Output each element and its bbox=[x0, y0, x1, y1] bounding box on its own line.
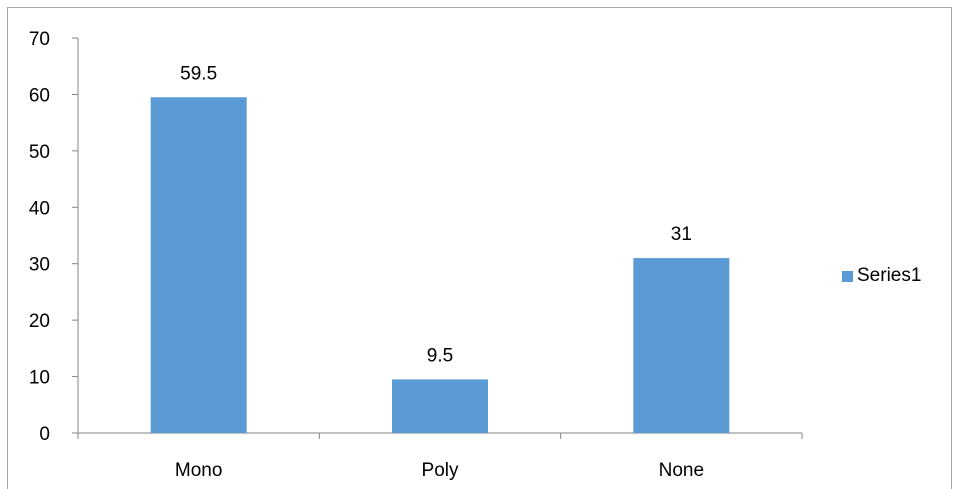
y-tick-label: 50 bbox=[29, 142, 50, 163]
x-tick-label: Mono bbox=[175, 460, 223, 481]
y-tick-label: 60 bbox=[29, 85, 50, 106]
y-tick-label: 70 bbox=[29, 29, 50, 50]
y-tick-label: 30 bbox=[29, 255, 50, 276]
y-tick-label: 10 bbox=[29, 368, 50, 389]
x-tick-label: Poly bbox=[422, 460, 459, 481]
bar-mono bbox=[151, 97, 247, 433]
x-tick-label: None bbox=[659, 460, 704, 481]
y-tick-label: 20 bbox=[29, 311, 50, 332]
y-tick-label: 40 bbox=[29, 198, 50, 219]
data-label: 59.5 bbox=[180, 63, 217, 84]
legend-swatch bbox=[842, 271, 853, 282]
bar-none bbox=[633, 258, 729, 433]
y-tick-label: 0 bbox=[39, 424, 50, 445]
legend: Series1 bbox=[842, 265, 921, 287]
data-label: 31 bbox=[671, 224, 692, 245]
legend-label: Series1 bbox=[857, 265, 921, 287]
bar-poly bbox=[392, 379, 488, 433]
data-label: 9.5 bbox=[427, 345, 453, 366]
